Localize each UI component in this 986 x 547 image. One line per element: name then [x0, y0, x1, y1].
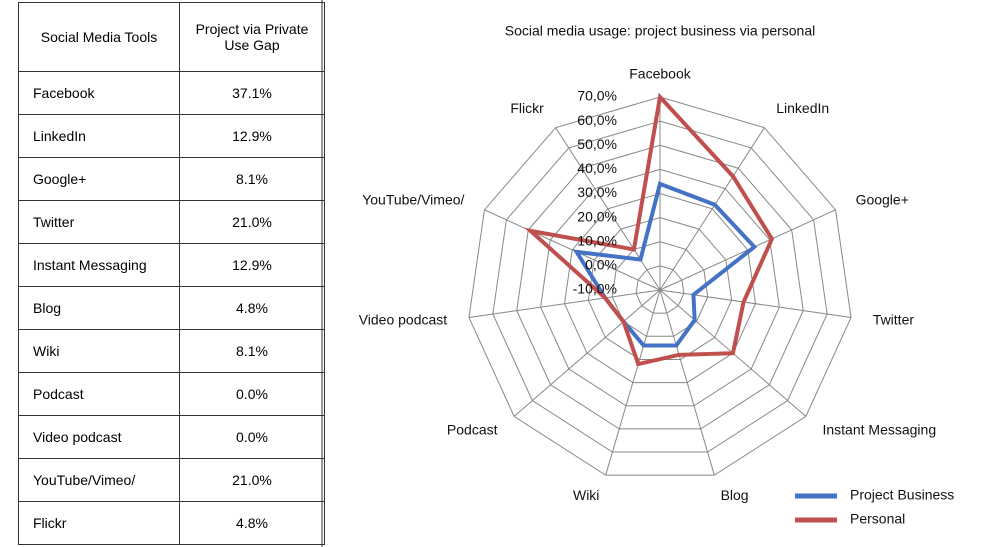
table-cell: Facebook — [18, 71, 180, 115]
table-cell: 4.8% — [179, 286, 325, 330]
chart-title: Social media usage: project business via… — [505, 23, 816, 39]
table-cell: Podcast — [18, 372, 180, 416]
spoke — [484, 209, 661, 291]
category-label: Google+ — [856, 191, 909, 207]
table-cell: 37.1% — [179, 71, 325, 115]
y-tick-label: 0,0% — [585, 257, 617, 273]
header-cell: Project via Private Use Gap — [179, 2, 325, 72]
spoke — [659, 289, 852, 318]
y-tick-label: 20,0% — [577, 208, 617, 224]
table-cell: Video podcast — [18, 415, 180, 459]
category-label: Wiki — [573, 487, 599, 503]
table-row: Google+ 8.1% — [18, 157, 325, 201]
table-row: Facebook 37.1% — [18, 71, 325, 115]
table: Social Media Tools Project via Private Us… — [18, 2, 325, 545]
table-cell: Instant Messaging — [18, 243, 180, 287]
category-label: YouTube/Vimeo/ — [362, 191, 464, 207]
category-label: Video podcast — [359, 311, 448, 327]
grid-line — [492, 120, 828, 453]
table-cell: 8.1% — [179, 157, 325, 201]
category-label: Blog — [721, 487, 749, 503]
table-cell: LinkedIn — [18, 114, 180, 158]
spoke — [659, 289, 715, 476]
table-cell: 21.0% — [179, 200, 325, 244]
y-tick-label: 10,0% — [577, 232, 617, 248]
category-label: Flickr — [510, 100, 544, 116]
spoke — [513, 289, 661, 417]
grid-line — [611, 241, 709, 337]
grid-line — [540, 168, 780, 407]
spoke — [555, 127, 661, 291]
series-line — [523, 92, 775, 367]
y-tick-label: 40,0% — [577, 160, 617, 176]
header-cell: Social Media Tools — [18, 2, 180, 72]
table-cell: 21.0% — [179, 458, 325, 502]
grid-line — [468, 96, 852, 476]
grid-line — [516, 144, 804, 430]
table-row: YouTube/Vimeo/21.0% — [18, 458, 325, 502]
table-cell: 0.0% — [179, 415, 325, 459]
table-cell: Flickr — [18, 501, 180, 545]
spoke — [605, 289, 661, 476]
header-row: Social Media Tools Project via Private Us… — [18, 2, 325, 72]
category-label: Facebook — [629, 66, 691, 82]
grid-line — [635, 265, 685, 314]
table-row: LinkedIn 12.9% — [18, 114, 325, 158]
series-line — [572, 181, 758, 348]
category-label: LinkedIn — [776, 100, 829, 116]
y-tick-label: 70,0% — [577, 88, 617, 104]
category-label: Podcast — [447, 421, 498, 437]
category-label: Instant Messaging — [822, 421, 936, 437]
table-cell: 12.9% — [179, 243, 325, 287]
table-cell: Wiki — [18, 329, 180, 373]
table-row: Video podcast 0.0% — [18, 415, 325, 459]
grid-line — [563, 192, 757, 384]
y-tick-label: 60,0% — [577, 112, 617, 128]
table-cell: 4.8% — [179, 501, 325, 545]
y-tick-label: -10,0% — [573, 281, 617, 297]
category-label: Twitter — [873, 311, 915, 327]
legend-label: Project Business — [850, 487, 954, 503]
y-tick-label: 50,0% — [577, 136, 617, 152]
table-cell: 8.1% — [179, 329, 325, 373]
legend-label: Personal — [850, 511, 905, 527]
y-tick-label: 30,0% — [577, 184, 617, 200]
table-cell: Google+ — [18, 157, 180, 201]
table-row: Flickr 4.8% — [18, 501, 325, 545]
table-row: Wiki 8.1% — [18, 329, 325, 373]
table-row: Instant Messaging 12.9% — [18, 243, 325, 287]
spoke — [659, 127, 765, 291]
spoke — [468, 289, 661, 318]
